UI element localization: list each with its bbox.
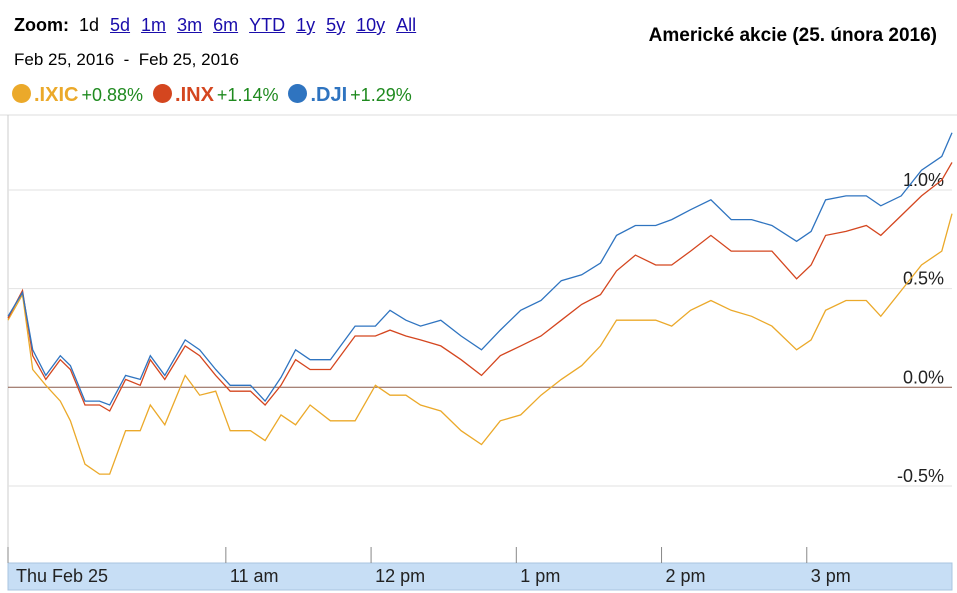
x-tick-label: 3 pm (811, 566, 851, 586)
legend-change: +0.88% (81, 85, 144, 105)
zoom-option[interactable]: 1d (78, 15, 100, 35)
y-tick-label: -0.5% (897, 466, 944, 486)
zoom-option[interactable]: All (396, 15, 417, 35)
zoom-option[interactable]: 10y (356, 15, 386, 35)
y-tick-label: 0.0% (903, 367, 944, 387)
legend-item: .INX +1.14% (153, 84, 278, 106)
x-tick-label: 1 pm (520, 566, 560, 586)
zoom-option[interactable]: 1y (296, 15, 316, 35)
legend-name: .DJI (310, 84, 348, 106)
series-line (7, 162, 953, 412)
legend-name: .INX (175, 84, 214, 106)
zoom-option[interactable]: 5d (110, 15, 131, 35)
series-line (7, 132, 953, 406)
zoom-bar: Zoom: 1d 5d 1m 3m 6m YTD 1y 5y 10y All (14, 15, 427, 36)
x-tick-label: 2 pm (666, 566, 706, 586)
series-line (7, 213, 953, 475)
date-range: Feb 25, 2016 - Feb 25, 2016 (14, 50, 239, 69)
y-tick-label: 1.0% (903, 170, 944, 190)
zoom-option[interactable]: 6m (213, 15, 239, 35)
legend-dot (153, 84, 173, 103)
legend-change: +1.14% (216, 85, 279, 105)
zoom-label: Zoom: (14, 15, 69, 35)
zoom-option[interactable]: YTD (249, 15, 286, 35)
x-tick-label: Thu Feb 25 (16, 566, 108, 586)
zoom-option[interactable]: 1m (141, 15, 167, 35)
legend-dot (288, 84, 308, 103)
legend-dot (12, 84, 31, 103)
legend-item: .IXIC +0.88% (12, 84, 143, 106)
x-tick-label: 12 pm (375, 566, 425, 586)
legend: .IXIC +0.88% .INX +1.14% .DJI +1.29% (12, 84, 422, 107)
legend-name: .IXIC (34, 84, 79, 106)
x-axis-band (7, 562, 953, 591)
y-tick-label: 0.5% (903, 269, 944, 289)
legend-item: .DJI +1.29% (288, 84, 412, 106)
zoom-option[interactable]: 3m (177, 15, 203, 35)
zoom-option[interactable]: 5y (326, 15, 346, 35)
chart-title: Americké akcie (25. února 2016) (648, 25, 937, 46)
x-tick-label: 11 am (230, 566, 279, 586)
legend-change: +1.29% (350, 85, 412, 105)
